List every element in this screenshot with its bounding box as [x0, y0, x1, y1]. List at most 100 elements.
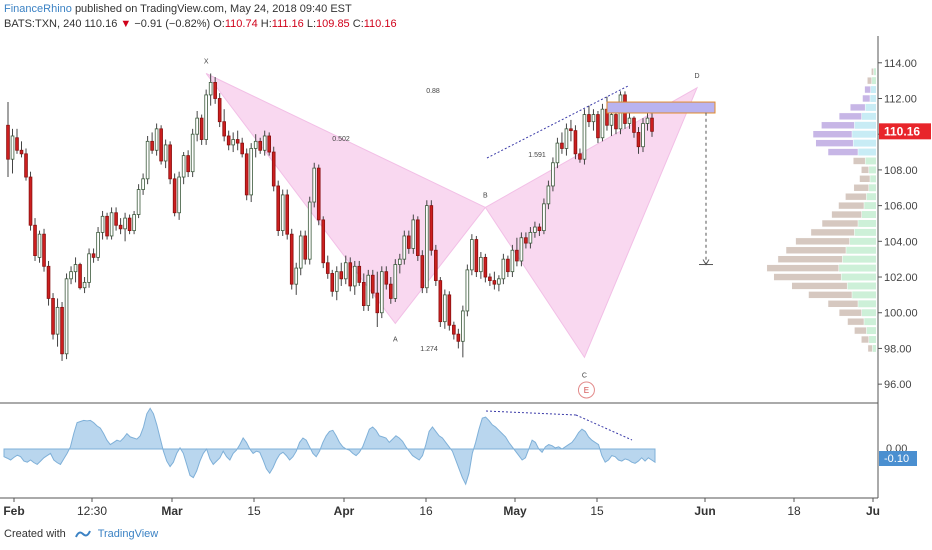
- vp-up-bar: [854, 121, 876, 129]
- candle-down: [438, 280, 443, 323]
- pattern-ratio-label: 0.502: [332, 136, 350, 143]
- candle-up: [366, 274, 371, 306]
- vp-up-bar: [873, 68, 876, 76]
- candle-up: [510, 249, 515, 273]
- candle-up: [294, 267, 299, 285]
- candle-up: [96, 231, 100, 258]
- candle-down: [15, 137, 19, 151]
- vp-down-bar: [821, 219, 859, 228]
- candle-down: [573, 130, 578, 155]
- time-tick-label: Apr: [334, 504, 355, 518]
- candle-down: [560, 142, 564, 149]
- vp-up-bar: [871, 77, 876, 85]
- vp-down-bar: [845, 192, 867, 201]
- candle-up: [307, 201, 312, 260]
- candle-up: [379, 271, 384, 314]
- candle-down: [46, 265, 51, 299]
- candle-up: [352, 265, 357, 287]
- vp-down-bar: [871, 67, 874, 76]
- pattern-point-label-c: C: [582, 372, 587, 379]
- candle-up: [262, 135, 267, 151]
- candle-down: [276, 185, 281, 232]
- candle-up: [627, 117, 632, 124]
- vp-down-bar: [831, 210, 862, 219]
- candle-up: [132, 214, 136, 232]
- vp-down-bar: [791, 282, 848, 290]
- candle-down: [325, 262, 330, 274]
- price-tick-label: 96.00: [884, 379, 912, 391]
- candle-up: [73, 264, 78, 273]
- time-tick-label: 12:30: [77, 504, 107, 518]
- close-value: 110.16: [363, 18, 397, 30]
- candle-up: [163, 144, 168, 162]
- candle-up: [55, 306, 60, 335]
- vp-up-bar: [870, 86, 876, 94]
- candle-down: [127, 217, 132, 232]
- candle-down: [492, 280, 497, 285]
- pattern-ratio-label: 1.274: [420, 346, 438, 353]
- candle-down: [506, 258, 510, 273]
- candle-up: [312, 167, 317, 203]
- vp-down-bar: [852, 157, 866, 165]
- target-arrow-icon: [702, 259, 710, 266]
- candle-up: [69, 271, 73, 280]
- high-label: H:: [260, 18, 272, 30]
- vp-up-bar: [858, 148, 876, 156]
- pattern-xab-fill: [205, 73, 487, 325]
- vp-up-bar: [858, 300, 876, 308]
- candle-up: [519, 237, 524, 262]
- candle-down: [19, 149, 24, 155]
- candle-down: [217, 98, 222, 123]
- candle-down: [105, 215, 109, 237]
- candle-down: [289, 233, 294, 285]
- tradingview-brand[interactable]: TradingView: [97, 528, 159, 540]
- candle-up: [609, 114, 614, 126]
- vp-down-bar: [838, 309, 862, 317]
- candle-down: [33, 224, 37, 256]
- candle-down: [357, 265, 362, 283]
- candle-up: [141, 178, 145, 190]
- candle-up: [443, 294, 447, 323]
- vp-up-bar: [849, 237, 876, 245]
- vp-down-bar: [812, 130, 853, 138]
- vp-up-bar: [854, 228, 876, 236]
- vp-down-bar: [859, 175, 871, 183]
- candle-up: [249, 148, 253, 196]
- pattern-ratio-label: 1.591: [528, 152, 546, 159]
- price-tick-label: 104.00: [884, 236, 918, 248]
- pattern-point-label-x: X: [204, 58, 209, 65]
- vp-up-bar: [872, 344, 876, 352]
- candle-down: [429, 205, 434, 251]
- candle-up: [564, 128, 569, 149]
- vp-up-bar: [861, 309, 876, 317]
- symbol-label[interactable]: BATS:TXN, 240: [4, 18, 82, 30]
- vp-down-bar: [854, 326, 867, 335]
- candle-down: [339, 271, 344, 280]
- candle-down: [389, 283, 393, 299]
- vp-up-bar: [865, 103, 876, 111]
- candle-down: [78, 264, 82, 289]
- candle-down: [474, 239, 479, 273]
- candle-down: [91, 253, 96, 258]
- candle-down: [118, 224, 123, 230]
- vp-down-bar: [785, 246, 847, 254]
- publisher-name[interactable]: FinanceRhino: [4, 3, 72, 15]
- vp-up-bar: [868, 166, 876, 174]
- candle-up: [298, 235, 303, 269]
- price-tick-label: 106.00: [884, 201, 918, 213]
- prz-zone-box: [606, 101, 716, 114]
- pattern-point-label-b: B: [483, 192, 488, 199]
- tradingview-logo-icon[interactable]: [74, 529, 91, 539]
- candle-up: [551, 162, 555, 187]
- oscillator-value-label: -0.10: [884, 453, 909, 465]
- completion-marker-label: E: [584, 386, 589, 395]
- time-tick-label: 15: [247, 504, 261, 518]
- candle-up: [555, 142, 560, 164]
- pattern-ratio-label: 0.88: [426, 88, 440, 95]
- candle-down: [636, 132, 641, 148]
- close-label: C:: [352, 18, 364, 30]
- candle-down: [452, 324, 456, 335]
- candle-down: [42, 233, 46, 267]
